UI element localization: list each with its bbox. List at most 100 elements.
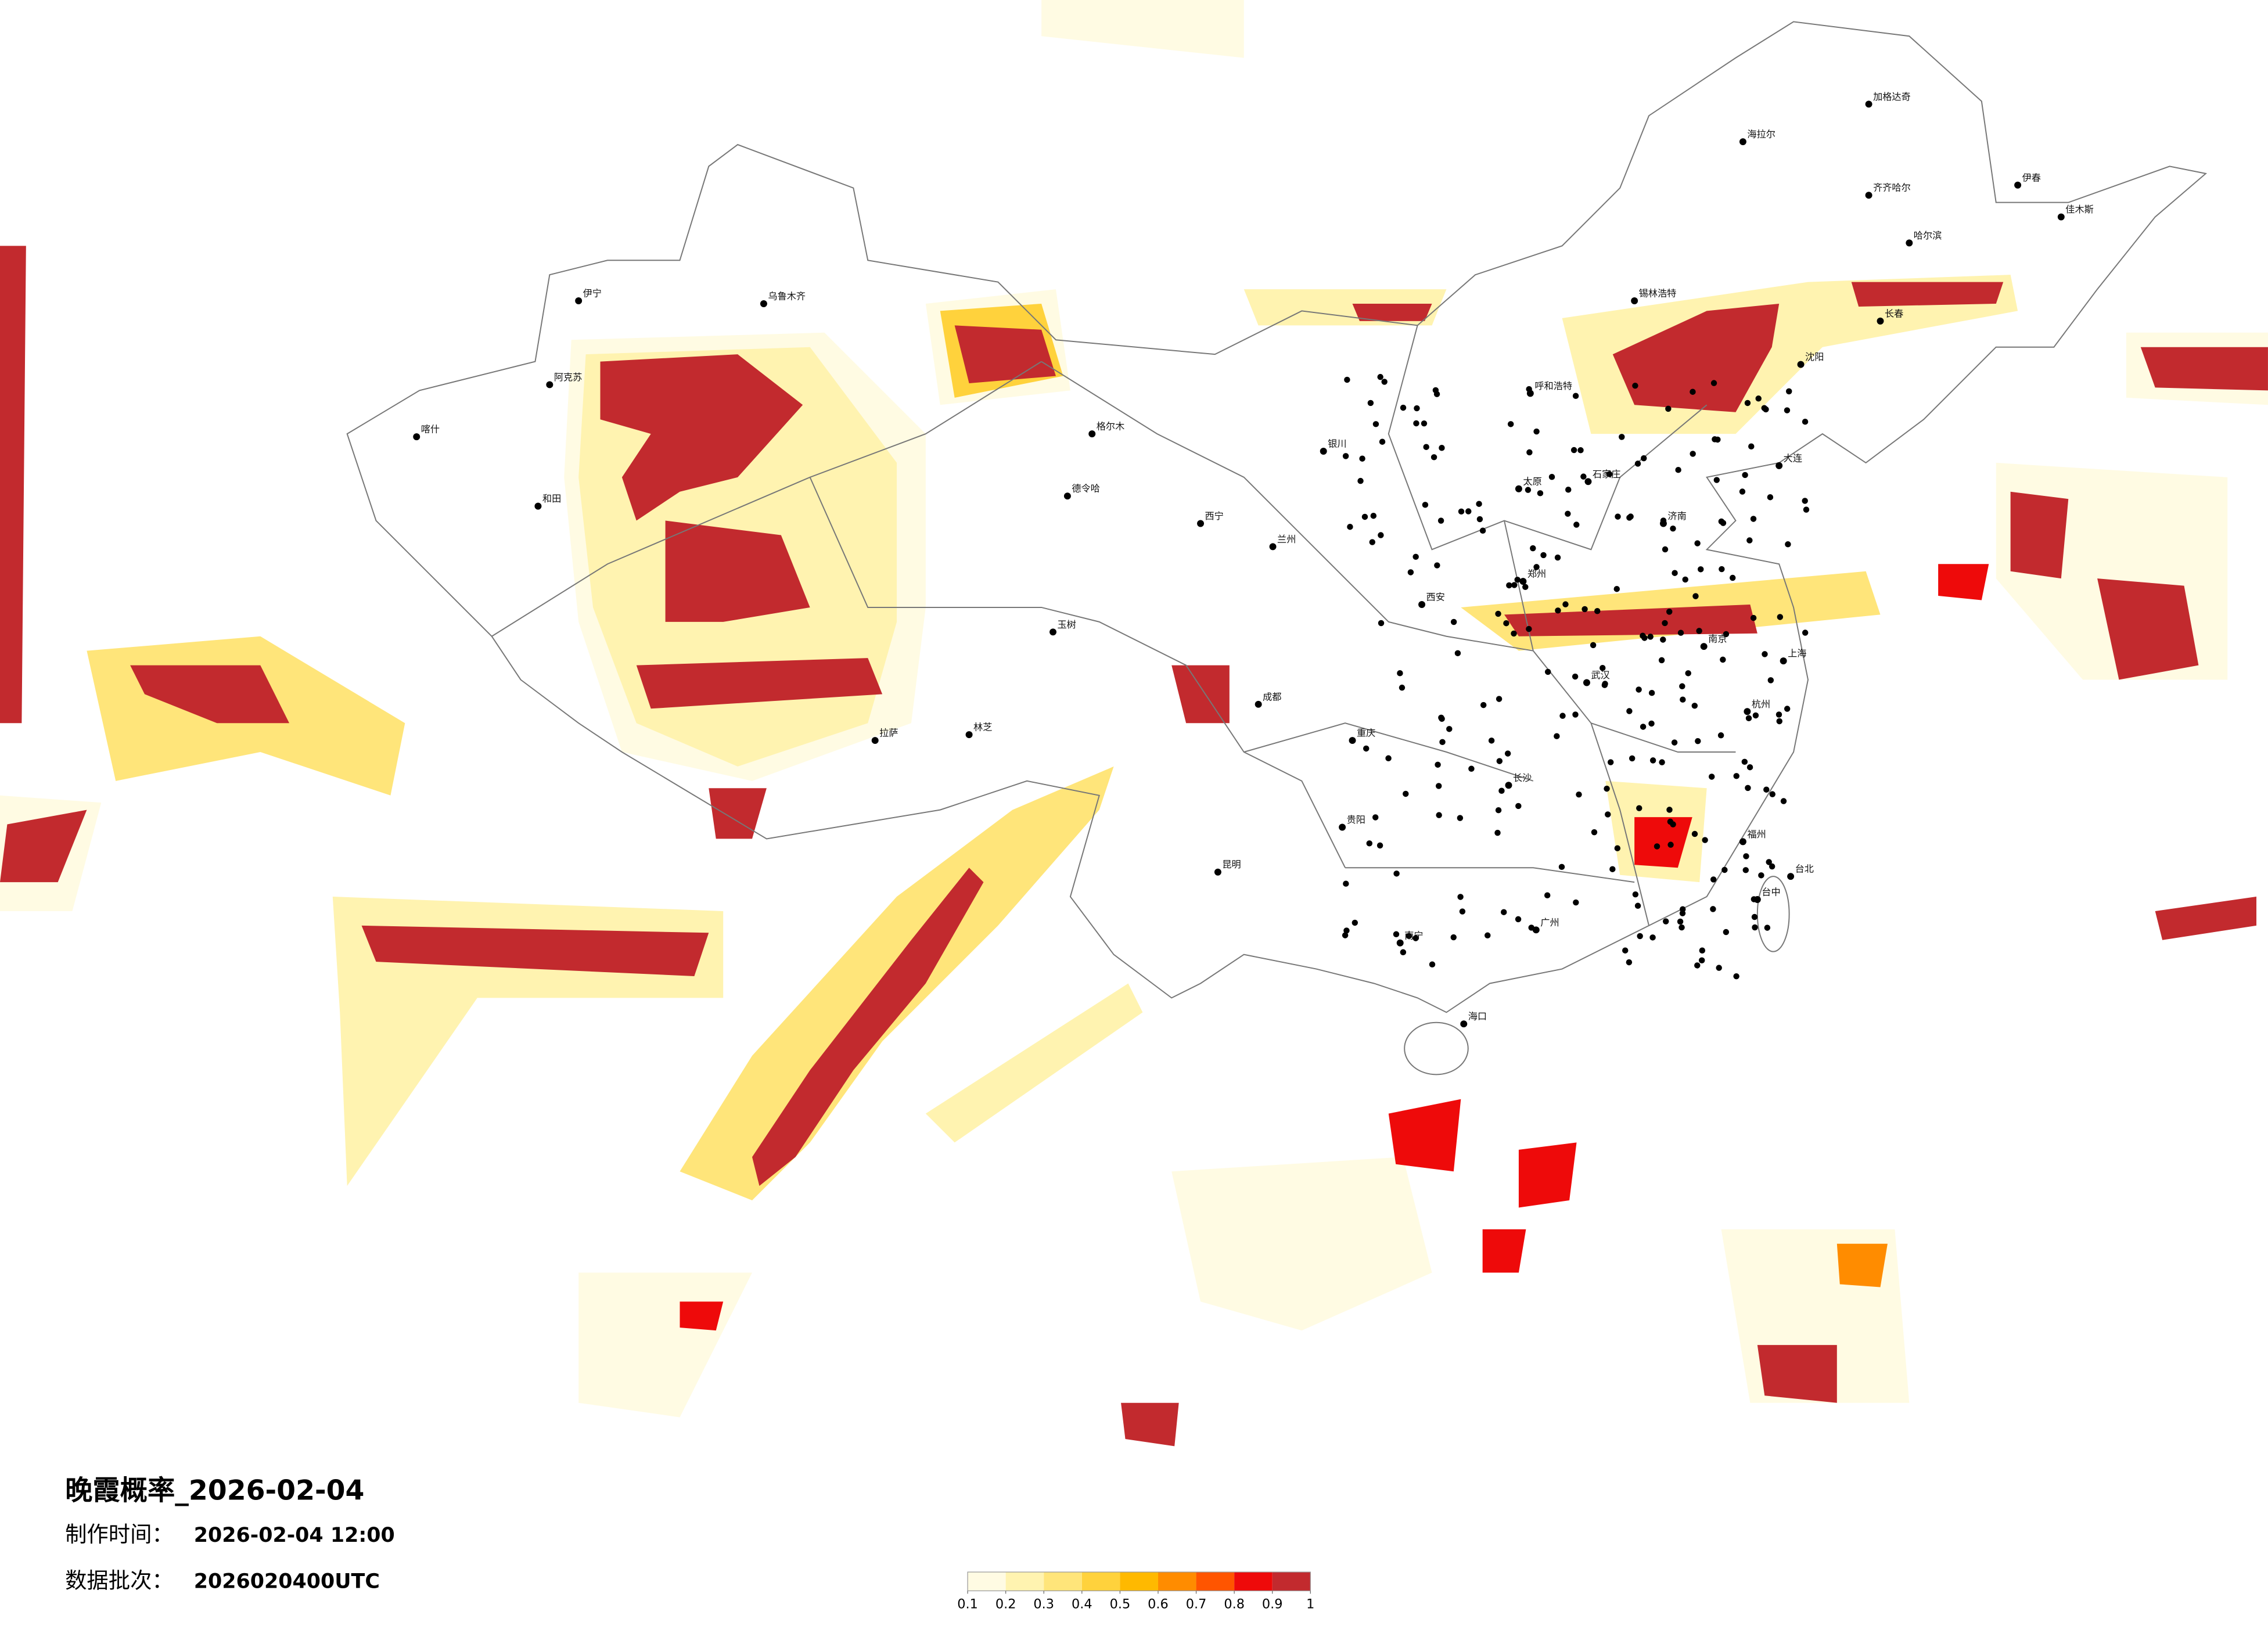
station-dot <box>1691 703 1698 709</box>
station-dot <box>1802 629 1809 636</box>
station-dot <box>1679 910 1686 916</box>
colorbar-frame <box>967 1571 1311 1592</box>
station-dot <box>1742 867 1749 873</box>
station-dot <box>1696 628 1702 634</box>
city-dot <box>1197 520 1205 527</box>
station-dot <box>1679 683 1685 689</box>
station-dot <box>1397 670 1403 677</box>
station-dot <box>1741 758 1748 765</box>
city-dot <box>1753 896 1761 904</box>
heat-core <box>1938 564 1989 600</box>
city-label: 济南 <box>1667 510 1686 521</box>
city-dot <box>1320 448 1327 455</box>
station-dot <box>1367 400 1374 406</box>
city-dot <box>2014 181 2022 189</box>
city-dot <box>1877 317 1884 325</box>
city-dot <box>1906 239 1913 247</box>
heat-core <box>1757 1345 1837 1403</box>
station-dot <box>1476 501 1482 507</box>
heat-core <box>665 520 810 622</box>
station-dot <box>1613 585 1620 592</box>
heat-core <box>1171 665 1230 724</box>
map-title: 晚霞概率_2026-02-04 <box>65 1475 364 1507</box>
station-dot <box>1576 791 1582 798</box>
city-label: 南宁 <box>1404 930 1423 941</box>
station-dot <box>1659 759 1665 765</box>
city-dot <box>1865 192 1872 199</box>
city-dot <box>1269 543 1277 551</box>
colorbar-tick-label: 0.8 <box>1224 1596 1245 1611</box>
station-dot <box>1658 657 1665 664</box>
station-dot <box>1446 726 1453 732</box>
station-dot <box>1393 870 1400 877</box>
station-dot <box>1526 625 1532 632</box>
heat-core <box>2155 897 2257 940</box>
info-label: 制作时间： <box>65 1521 174 1547</box>
station-dot <box>1434 562 1440 569</box>
station-dot <box>1665 405 1672 412</box>
station-dot <box>1784 407 1791 413</box>
station-dot <box>1342 453 1349 459</box>
station-dot <box>1750 516 1757 522</box>
station-dot <box>1533 428 1540 435</box>
city-label: 石家庄 <box>1593 469 1621 480</box>
station-dot <box>1485 932 1491 938</box>
heat-core <box>1634 817 1692 868</box>
station-dot <box>1577 447 1584 454</box>
station-dot <box>1662 620 1668 627</box>
station-dot <box>1716 965 1722 971</box>
city-label: 格尔木 <box>1097 421 1125 432</box>
station-dot <box>1667 841 1674 848</box>
city-dot <box>1787 873 1795 880</box>
station-dot <box>1526 449 1533 456</box>
colorbar-swatch <box>1005 1572 1044 1591</box>
station-dot <box>1558 864 1565 870</box>
city-label: 大连 <box>1784 452 1802 463</box>
station-dot <box>1343 927 1350 934</box>
station-dot <box>1479 527 1486 534</box>
station-dot <box>1634 902 1641 909</box>
city-label: 昆明 <box>1222 859 1241 870</box>
station-dot <box>1572 673 1579 680</box>
city-label: 台中 <box>1762 887 1780 898</box>
station-dot <box>1403 790 1409 797</box>
station-dot <box>1767 677 1774 684</box>
station-dot <box>1352 919 1358 926</box>
colorbar-swatch <box>1158 1572 1196 1591</box>
station-dot <box>1666 609 1673 615</box>
station-dot <box>1641 455 1647 462</box>
station-dot <box>1554 554 1561 561</box>
station-dot <box>1436 812 1442 818</box>
station-dot <box>1723 631 1730 638</box>
city-label: 林芝 <box>973 722 992 733</box>
city-dot <box>1519 578 1527 585</box>
station-dot <box>1649 757 1656 764</box>
station-dot <box>1495 807 1502 814</box>
station-dot <box>1744 400 1751 406</box>
station-dot <box>1488 738 1495 744</box>
city-dot <box>1515 485 1522 492</box>
colorbar-tick-label: 0.2 <box>995 1596 1016 1611</box>
station-dot <box>1698 957 1705 963</box>
colorbar-swatch <box>1272 1572 1311 1591</box>
city-label: 银川 <box>1328 438 1346 449</box>
station-dot <box>1715 436 1721 443</box>
station-dot <box>1540 552 1547 559</box>
station-dot <box>1533 564 1540 570</box>
station-dot <box>1690 388 1696 395</box>
city-dot <box>1349 737 1356 744</box>
station-dot <box>1648 689 1655 696</box>
station-dot <box>1662 546 1669 553</box>
station-dot <box>1437 517 1444 524</box>
city-label: 阿克苏 <box>554 372 583 383</box>
station-dot <box>1407 569 1414 575</box>
city-label: 福州 <box>1747 829 1766 840</box>
station-dot <box>1454 650 1461 657</box>
city-dot <box>1396 939 1404 947</box>
station-dot <box>1423 444 1429 450</box>
station-dot <box>1439 739 1446 746</box>
